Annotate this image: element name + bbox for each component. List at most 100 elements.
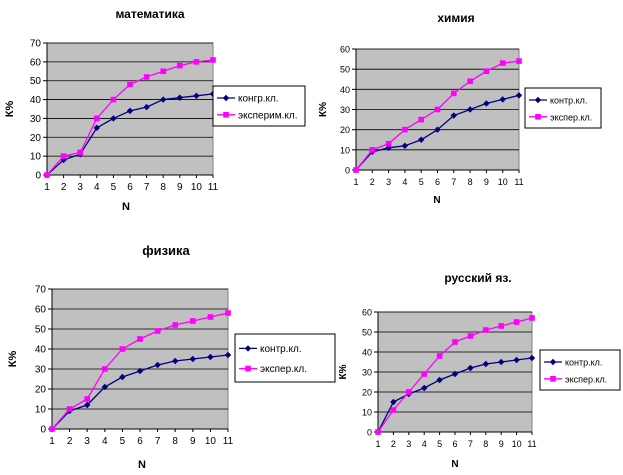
x-tick-label: 1: [44, 182, 50, 193]
y-tick-label: 0: [367, 428, 372, 438]
data-point: [529, 315, 535, 321]
y-tick-label: 30: [30, 114, 42, 125]
x-tick-label: 9: [190, 436, 196, 447]
data-point: [421, 371, 427, 377]
x-tick-label: 2: [391, 439, 396, 449]
data-point: [136, 367, 144, 375]
data-point: [450, 112, 457, 119]
data-point: [390, 398, 397, 406]
y-tick-label: 30: [362, 368, 372, 378]
data-point: [452, 339, 458, 345]
data-point: [516, 58, 522, 64]
y-tick-label: 0: [40, 425, 46, 436]
legend-box: [524, 87, 602, 129]
data-point: [189, 355, 196, 363]
data-point: [498, 323, 504, 329]
data-point: [418, 116, 424, 123]
x-tick-label: 6: [137, 436, 143, 447]
data-point: [143, 103, 150, 111]
data-point: [434, 126, 441, 133]
chart-title: химия: [437, 11, 474, 25]
x-tick-label: 5: [437, 439, 442, 449]
legend-label: эксперим.кл.: [238, 110, 297, 121]
data-point: [483, 327, 489, 333]
data-point: [353, 167, 359, 173]
data-point: [483, 100, 490, 107]
data-point: [467, 364, 474, 372]
data-point: [137, 336, 143, 342]
data-point: [528, 354, 536, 362]
y-tick-label: 0: [35, 171, 41, 182]
data-point: [60, 153, 67, 159]
chart-chem: химия 0 10 20 30 40 50 60 1 2 3 4 5 6 7 8 9 10 11 N К% контр.…: [318, 11, 602, 206]
data-point: [436, 376, 443, 384]
data-point: [451, 370, 459, 378]
legend-marker: [549, 358, 557, 366]
data-point: [160, 96, 167, 103]
data-point: [375, 429, 381, 435]
legend-marker: [222, 94, 230, 102]
data-point: [390, 407, 397, 413]
x-tick-label: 11: [527, 439, 536, 449]
data-point: [421, 384, 428, 392]
data-point: [193, 92, 200, 99]
legend-label: контр.кл.: [550, 96, 587, 106]
x-tick-label: 9: [499, 439, 504, 449]
legend-label: конгр.кл.: [238, 94, 279, 105]
series-experimental: [44, 57, 216, 178]
legend-marker: [535, 114, 541, 120]
y-tick-label: 20: [35, 385, 47, 396]
chart-russ: русский яз. 0 10 20 30 40 50 60 1 2 3 4 5 6 7 8 9 10 11 N К%…: [338, 271, 621, 470]
x-tick-label: 4: [94, 182, 100, 193]
data-point: [110, 115, 117, 122]
x-axis-label: N: [433, 195, 440, 206]
y-tick-label: 40: [340, 85, 350, 95]
x-tick-label: 8: [172, 436, 178, 447]
x-tick-label: 10: [512, 439, 522, 449]
data-point: [190, 318, 196, 324]
y-tick-label: 50: [340, 65, 350, 75]
y-tick-label: 70: [35, 285, 47, 296]
x-tick-label: 8: [160, 182, 166, 193]
legend-marker: [550, 376, 556, 382]
legend-marker: [245, 365, 251, 372]
chart-title: физика: [142, 243, 190, 258]
data-point: [84, 396, 90, 402]
data-point: [84, 401, 91, 409]
y-tick-label: 70: [30, 39, 42, 50]
x-axis-label: N: [122, 201, 130, 213]
y-tick-label: 60: [30, 57, 42, 68]
data-point: [402, 126, 408, 133]
data-point: [110, 96, 117, 103]
y-tick-label: 60: [362, 308, 372, 318]
x-tick-label: 11: [514, 177, 523, 187]
x-tick-label: 5: [111, 182, 117, 193]
legend: контр.кл. экспер.кл.: [539, 349, 621, 391]
data-point: [176, 94, 183, 101]
data-point: [467, 333, 474, 339]
x-tick-label: 3: [84, 436, 90, 447]
y-tick-label: 20: [362, 388, 372, 398]
x-tick-label: 8: [468, 177, 473, 187]
x-tick-label: 2: [67, 436, 73, 447]
data-point: [406, 389, 412, 395]
y-tick-label: 20: [30, 133, 42, 144]
legend: контр.кл. экспер.кл.: [524, 87, 602, 129]
data-point: [498, 358, 505, 366]
x-tick-label: 1: [375, 439, 380, 449]
data-point: [225, 310, 231, 316]
x-tick-label: 9: [484, 177, 489, 187]
data-point: [44, 172, 50, 178]
data-point: [466, 106, 474, 113]
x-tick-label: 9: [177, 182, 183, 193]
legend-label: экспер.кл.: [565, 374, 607, 384]
data-point: [210, 57, 216, 63]
x-tick-label: 11: [208, 182, 219, 193]
data-point: [101, 383, 108, 391]
data-point: [172, 322, 178, 328]
data-point: [499, 60, 506, 66]
x-tick-label: 10: [191, 182, 203, 193]
y-tick-label: 10: [30, 152, 42, 163]
x-tick-label: 2: [61, 182, 67, 193]
y-tick-label: 50: [362, 328, 372, 338]
